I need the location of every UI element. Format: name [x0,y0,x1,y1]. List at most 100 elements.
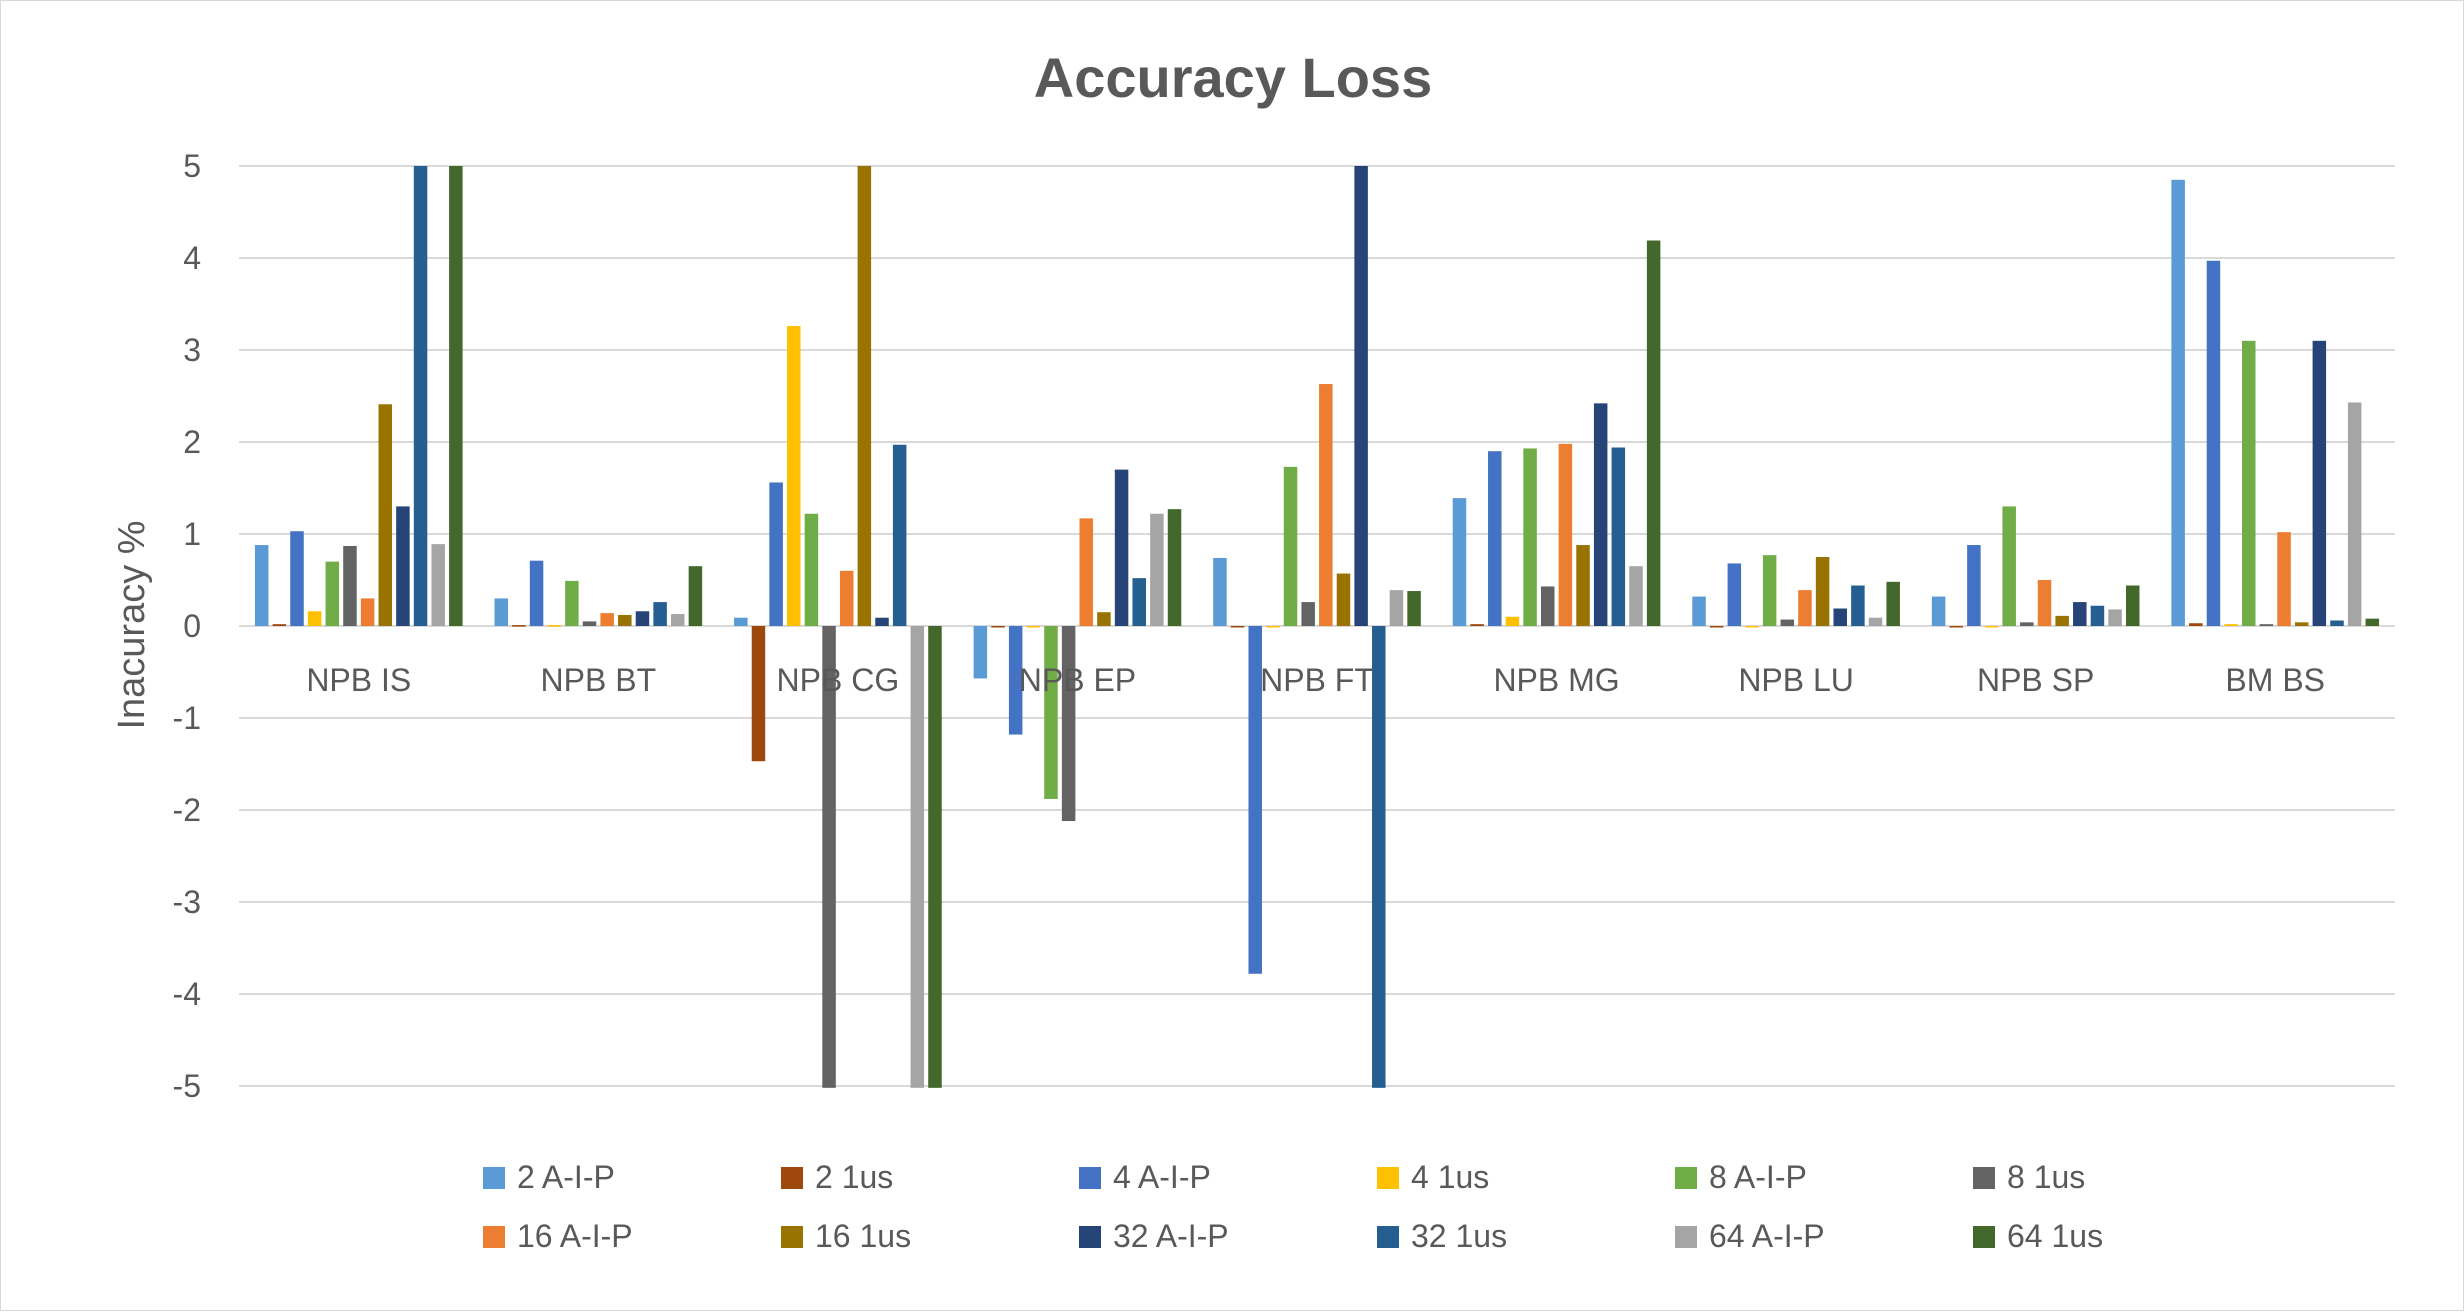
bar [1523,448,1537,626]
bar [769,482,783,626]
y-tick-label: -2 [173,792,201,828]
bar [1798,590,1812,626]
bar [1266,626,1280,628]
bar [822,626,836,1088]
bar [547,625,561,627]
legend-swatch [1675,1167,1697,1189]
bar [2171,179,2185,627]
category-label: BM BS [2225,662,2325,698]
bar [2055,615,2069,626]
legend-label: 64 1us [2007,1218,2103,1254]
legend-label: 64 A-I-P [1709,1218,1825,1254]
bar [1886,581,1900,626]
bar [991,626,1005,628]
category-label: NPB MG [1493,662,1619,698]
bar [1079,518,1094,626]
bar [1868,617,1883,626]
category-label: NPB IS [306,662,411,698]
legend-swatch [1675,1226,1697,1248]
bar [1283,466,1298,626]
bars [254,166,2380,1088]
bar [635,611,650,626]
bar [565,580,579,626]
bar [2206,260,2221,626]
bar [494,598,509,626]
bar [1558,443,1573,626]
legend-swatch [483,1226,505,1248]
chart-title: Accuracy Loss [1034,46,1432,109]
legend-label: 16 1us [815,1218,911,1254]
bar [1984,626,1999,628]
bar [1336,573,1351,626]
legend-swatch [1079,1226,1101,1248]
y-tick-label: 2 [183,424,201,460]
bar [600,613,614,626]
bar [857,166,872,626]
bar [512,625,526,627]
y-tick-label: 4 [183,240,201,276]
y-axis-label: Inacuracy % [111,520,153,729]
legend-label: 4 1us [1411,1159,1489,1195]
bar [2125,585,2140,626]
legend-swatch [1377,1226,1399,1248]
bar [2294,622,2309,626]
bar [839,570,854,626]
bar [787,326,801,626]
category-label: NPB FT [1260,662,1374,698]
bar [892,444,907,626]
bar [2277,532,2291,626]
bar [1540,586,1555,626]
bar [1008,626,1023,735]
bar [1354,166,1368,626]
bar [2090,605,2105,626]
bar [1833,608,1847,626]
bar [360,598,375,626]
bar [2020,622,2034,626]
bar [1851,585,1865,626]
bar [2241,340,2256,626]
bar [734,617,748,626]
bar [1931,596,1946,626]
bar [2330,620,2344,626]
category-labels: NPB IS NPB BT NPB CG NPB EP NPB FT NPB MG NPB … [306,662,2325,698]
bar [1044,626,1058,799]
bar [1488,451,1502,626]
bar [1150,513,1164,626]
bar [910,626,925,1088]
bar [1593,403,1608,626]
bar [1319,384,1333,626]
bar [1629,566,1643,626]
legend-label: 32 A-I-P [1113,1218,1229,1254]
bar [1213,557,1227,626]
bar [2365,618,2380,626]
bar [653,602,667,626]
bar [307,611,322,626]
bar [582,621,597,626]
bar [2347,402,2362,626]
bar [671,614,685,626]
bar [804,513,819,626]
bar [254,545,269,626]
category-label: NPB SP [1977,662,2094,698]
y-tick-label: -1 [173,700,201,736]
bar [1230,626,1245,628]
bar [1967,545,1981,626]
bar [449,166,463,626]
bar [1167,509,1182,626]
bar [1452,498,1467,626]
bar [1646,240,1661,626]
legend-label: 2 1us [815,1159,893,1195]
bar [431,544,445,626]
legend-label: 4 A-I-P [1113,1159,1211,1195]
bar [1745,626,1759,628]
legend-swatch [1973,1167,1995,1189]
legend-swatch [1973,1226,1995,1248]
bar [529,560,544,626]
bar [1576,545,1590,626]
bar [1611,447,1626,626]
legend-swatch [483,1167,505,1189]
bar [325,561,340,626]
bar [2108,609,2122,626]
